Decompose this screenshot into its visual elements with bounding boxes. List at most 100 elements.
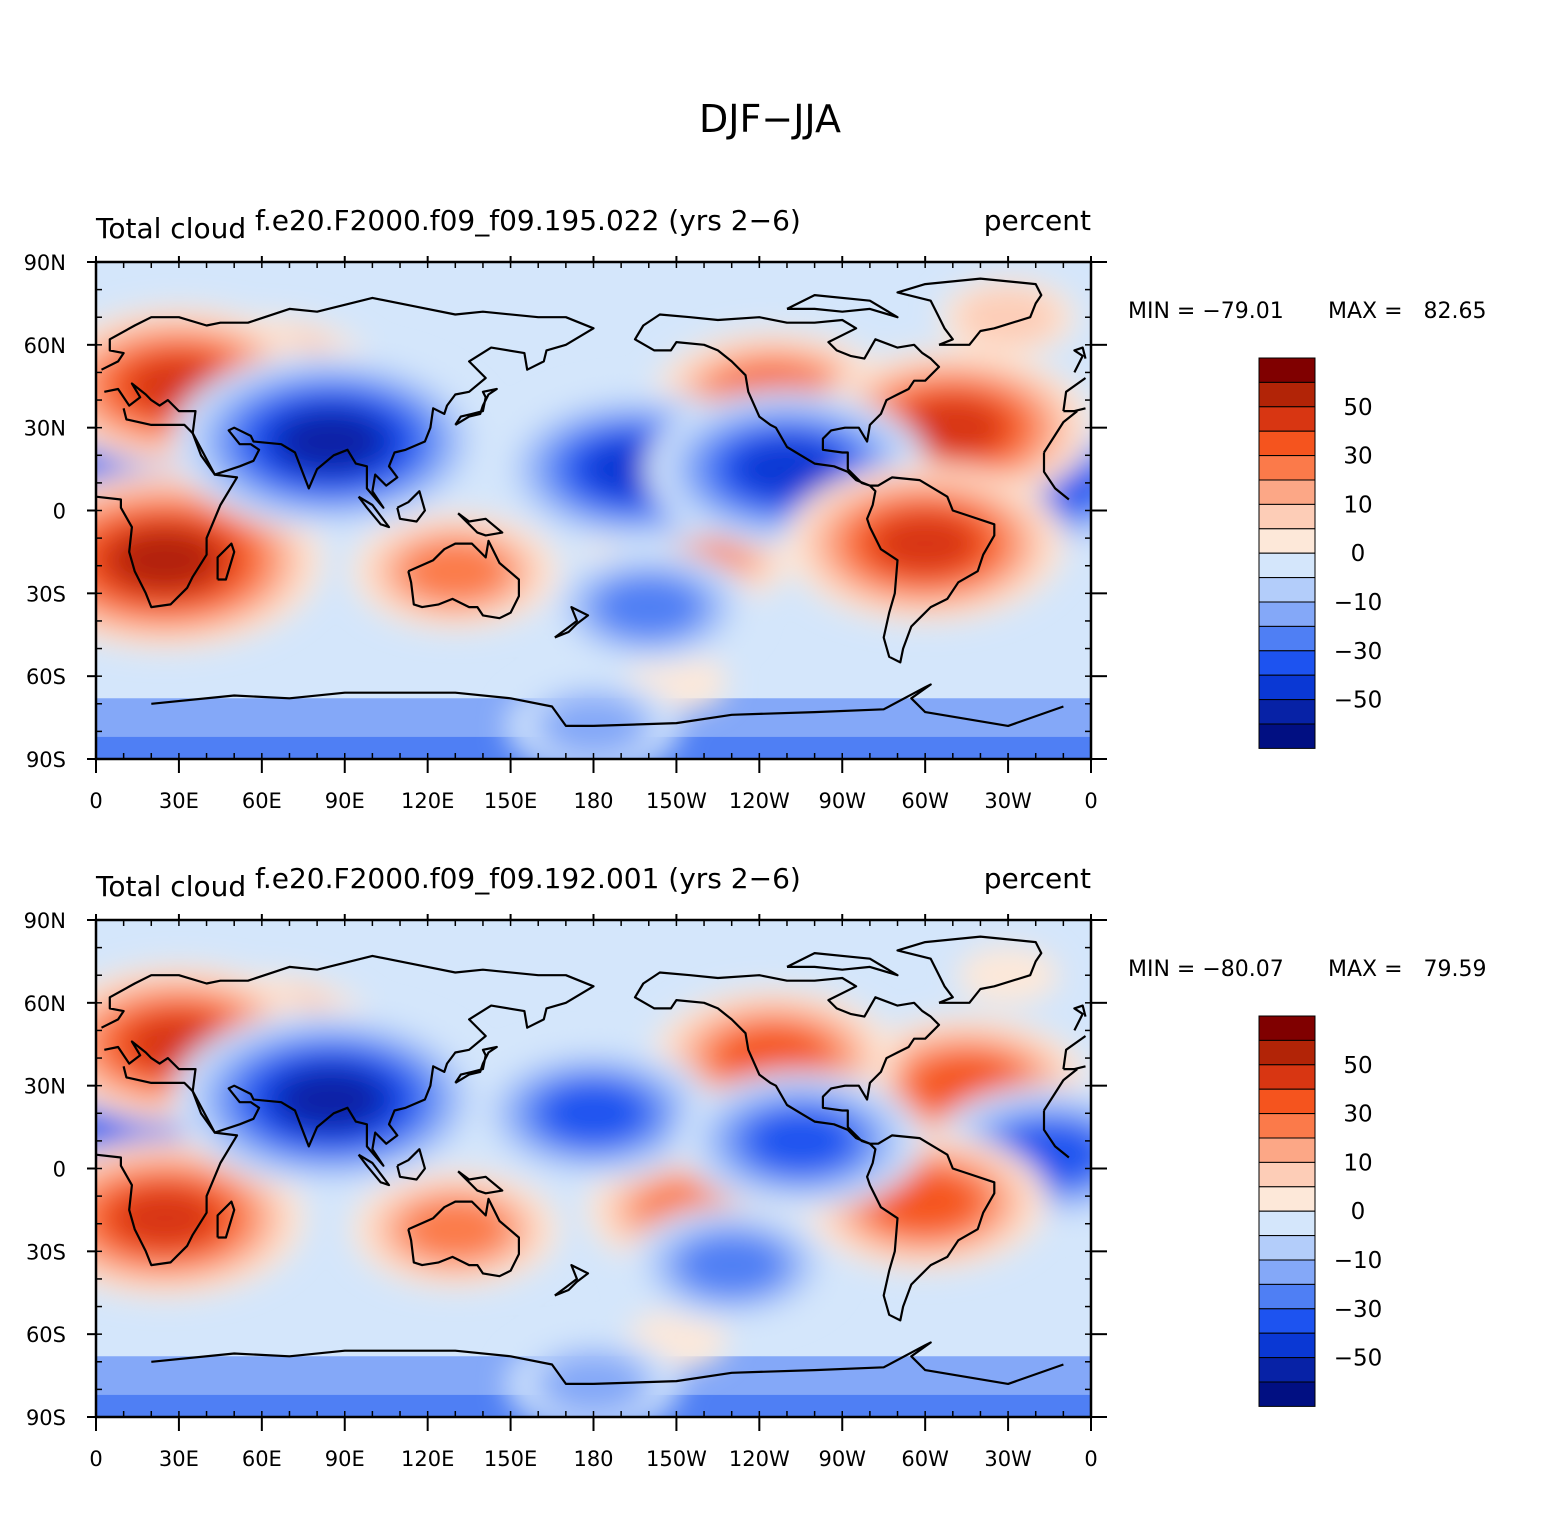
colorbar-label: 30: [1343, 444, 1372, 470]
colorbar-label: −10: [1334, 1248, 1383, 1274]
field-contour-blob: [114, 531, 217, 590]
coastline-7: [1073, 1004, 1087, 1031]
coastline-2: [407, 1197, 520, 1278]
colorbar-cell: [1258, 552, 1316, 579]
panel-1-max-label: MAX = 82.65: [1328, 299, 1487, 324]
coastline-1: [101, 954, 1087, 1167]
colorbar-cell: [1258, 381, 1316, 408]
lat-label: 60S: [26, 1323, 66, 1347]
lon-label: 60E: [242, 789, 282, 813]
lon-label: 90W: [819, 1447, 867, 1471]
panel-2-cloud-field: [96, 920, 1091, 1417]
field-contour-blob: [874, 514, 977, 573]
coastline-11: [457, 512, 504, 537]
lon-label: 90E: [325, 1447, 365, 1471]
coastline-7: [1073, 346, 1087, 373]
lon-label: 150E: [484, 1447, 537, 1471]
lat-label: 30S: [26, 582, 66, 606]
colorbar-cell: [1258, 1210, 1316, 1237]
lon-label: 180: [573, 789, 613, 813]
colorbar-label: −50: [1334, 688, 1383, 714]
colorbar-cell: [1258, 479, 1316, 505]
lat-label: 30N: [24, 417, 66, 441]
coastline-13: [554, 606, 590, 639]
field-contour-blob: [901, 398, 1004, 457]
field-contour-blob: [680, 1236, 783, 1295]
colorbar-cell: [1258, 1161, 1316, 1188]
map-panel-2: Total cloud f.e20.F2000.f09_f09.192.001 …: [24, 862, 1487, 1471]
lon-label: 120W: [729, 1447, 790, 1471]
lon-label: 30E: [159, 1447, 199, 1471]
coastline-4: [633, 313, 941, 487]
colorbar-cell: [1258, 1308, 1316, 1334]
field-contour-blob: [404, 1200, 507, 1259]
colorbar-cell: [1258, 503, 1316, 530]
panel-2-left-title: Total cloud: [95, 870, 246, 903]
map-panel-1: Total cloud f.e20.F2000.f09_f09.195.022 …: [24, 204, 1487, 813]
lon-label: 120W: [729, 789, 790, 813]
lat-label: 30S: [26, 1240, 66, 1264]
coastline-0: [96, 1066, 1078, 1267]
colorbar-cell: [1258, 1039, 1316, 1066]
field-contour-blob: [404, 542, 507, 601]
panel-2-min-label: MIN = −80.07: [1128, 957, 1284, 982]
colorbar-cell: [1258, 1137, 1316, 1163]
coastline-3: [866, 1134, 996, 1322]
panel-1-right-title: percent: [984, 204, 1091, 237]
panel-2-right-title: percent: [984, 862, 1091, 895]
lat-label: 60S: [26, 665, 66, 689]
colorbar-cell: [1258, 625, 1316, 652]
panel-2-center-title: f.e20.F2000.f09_f09.192.001 (yrs 2−6): [255, 862, 801, 895]
coastline-13: [554, 1264, 590, 1297]
lon-label: 30E: [159, 789, 199, 813]
colorbar-cell: [1258, 1186, 1316, 1212]
lon-label: 150E: [484, 789, 537, 813]
coastline-9: [357, 495, 391, 529]
colorbar-cell: [1258, 1064, 1316, 1090]
lon-label: 150W: [646, 1447, 707, 1471]
lon-label: 90W: [819, 789, 867, 813]
panel-2-colorbar: 50 30 10 0 −10 −30 −50: [1258, 1015, 1383, 1407]
colorbar-label: −30: [1334, 639, 1383, 665]
colorbar-cell: [1258, 601, 1316, 627]
panel-2-max-label: MAX = 79.59: [1328, 957, 1487, 982]
colorbar-cell: [1258, 1357, 1316, 1383]
colorbar-label: 50: [1343, 395, 1372, 421]
colorbar-cell: [1258, 674, 1316, 701]
lon-label: 180: [573, 1447, 613, 1471]
field-contour-blob: [279, 1070, 382, 1129]
field-contour-blob: [735, 440, 838, 498]
colorbar-cell: [1258, 430, 1316, 457]
lon-label: 0: [1084, 789, 1097, 813]
lat-label: 90S: [26, 1406, 66, 1430]
coastline-0: [96, 408, 1078, 609]
coastline-8: [454, 387, 498, 426]
panel-1-min-label: MIN = −79.01: [1128, 299, 1284, 324]
panel-2-coastlines: [96, 935, 1087, 1385]
coastline-6: [151, 683, 1064, 727]
lat-label: 60N: [24, 334, 66, 358]
field-contour-blob: [957, 288, 1060, 347]
lat-label: 0: [53, 1158, 66, 1182]
colorbar-cell: [1258, 650, 1316, 676]
lon-label: 120E: [401, 1447, 454, 1471]
coastline-11: [457, 1170, 504, 1195]
coastline-1: [101, 296, 1087, 509]
colorbar-cell: [1258, 1283, 1316, 1310]
field-contour-blob: [597, 578, 700, 637]
field-contour-blob: [874, 1172, 977, 1231]
colorbar-label: 0: [1351, 541, 1366, 567]
panel-1-left-title: Total cloud: [95, 212, 246, 245]
colorbar-label: −30: [1334, 1297, 1383, 1323]
colorbar-cell: [1258, 357, 1316, 383]
colorbar-label: 10: [1343, 1150, 1372, 1176]
coastline-12: [216, 542, 236, 581]
colorbar-cell: [1258, 1235, 1316, 1261]
coastline-5: [896, 935, 1043, 1004]
field-contour-blob: [957, 946, 1060, 1005]
lon-label: 60W: [901, 789, 949, 813]
panel-1-colorbar: 50 30 10 0 −10 −30 −50: [1258, 357, 1383, 749]
panel-1-cloud-field: [96, 262, 1091, 759]
colorbar-cell: [1258, 1088, 1316, 1115]
colorbar-cell: [1258, 577, 1316, 603]
